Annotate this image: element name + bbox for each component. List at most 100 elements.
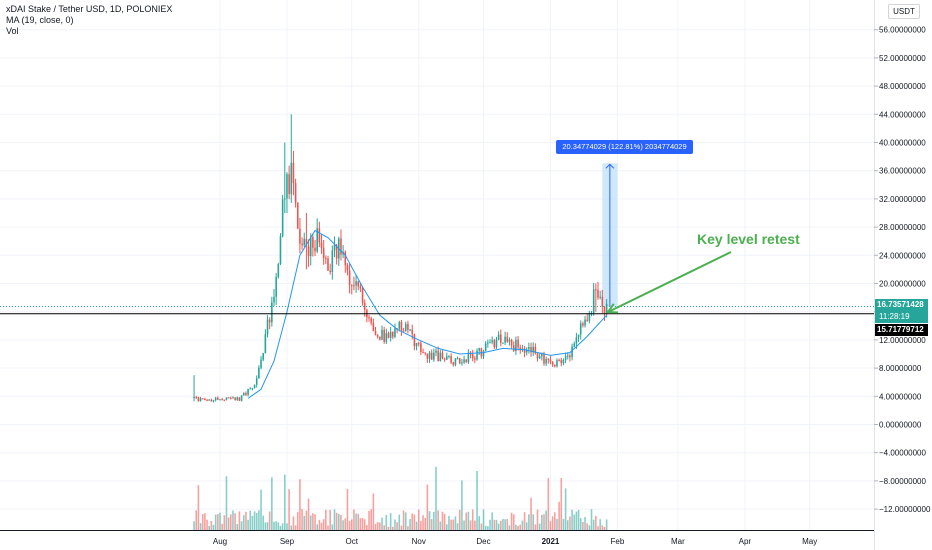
price-axis[interactable]: 56.00000000 52.00000000 48.00000000 44.0000… [874, 26, 931, 514]
time-tick-label: Apr [739, 537, 752, 546]
candle-body [197, 397, 200, 402]
candle-body [206, 400, 208, 402]
candle-body [381, 329, 383, 340]
candle-body [577, 334, 580, 338]
candle-body [249, 388, 252, 390]
candle-body [476, 350, 478, 360]
candle-body [232, 397, 234, 399]
candle-body [508, 339, 511, 342]
volume-bar [232, 510, 234, 530]
candle-body [556, 360, 558, 367]
volume-bar [446, 524, 448, 530]
volume-legend[interactable]: Vol [6, 26, 19, 36]
candle-body [407, 323, 409, 330]
volume-bar [547, 478, 550, 530]
volume-bar [286, 523, 288, 530]
candle-body [242, 392, 245, 396]
candle-body [275, 276, 277, 297]
ma-legend[interactable]: MA (19, close, 0) [6, 15, 74, 25]
volume-bar [482, 509, 485, 530]
volume-bar [245, 511, 247, 530]
volume-bar [294, 525, 297, 530]
volume-bar [292, 516, 295, 530]
volume-bar [452, 519, 455, 530]
volume-bar [497, 523, 500, 530]
volume-bar [258, 510, 260, 530]
candle-body [199, 398, 202, 402]
time-tick-label: 2021 [542, 537, 560, 546]
candle-body [210, 399, 213, 402]
candle-body [599, 296, 601, 298]
candle-body [450, 355, 452, 363]
candle-body [325, 257, 327, 259]
symbol-title[interactable]: xDAI Stake / Tether USD, 1D, POLONIEX [6, 4, 173, 14]
time-axis[interactable]: Aug Sep Oct Nov Dec 2021 Feb Mar Apr May [213, 537, 817, 546]
volume-bar [275, 521, 277, 530]
volume-bar [363, 519, 366, 530]
candle-body [227, 397, 230, 399]
candle-body [506, 336, 509, 342]
volume-bar [588, 525, 591, 530]
volume-bars [193, 466, 608, 530]
candle-body [368, 317, 370, 319]
volume-bar [320, 522, 323, 530]
candle-body [500, 334, 502, 343]
volume-bar [353, 509, 355, 530]
candle-body [353, 285, 355, 287]
volume-bar [469, 520, 472, 530]
volume-bar [474, 520, 476, 530]
candle-body [292, 162, 295, 184]
annotation-arrow[interactable] [607, 251, 732, 313]
currency-button[interactable]: USDT [888, 4, 920, 19]
volume-bar [385, 514, 388, 530]
volume-bar [210, 521, 213, 530]
candle-body [284, 198, 286, 200]
candle-body [491, 340, 493, 343]
volume-bar [379, 522, 381, 530]
time-tick-label: May [802, 537, 817, 546]
volume-bar [599, 519, 601, 530]
candle-body [489, 342, 491, 344]
volume-bar [523, 512, 526, 530]
candle-body [588, 313, 591, 321]
volume-bar [383, 525, 385, 530]
candle-body [331, 250, 334, 273]
candle-body [320, 242, 323, 249]
candle-body [322, 248, 325, 258]
candle-body [430, 352, 433, 360]
candle-body [549, 359, 552, 363]
candle-body [487, 342, 489, 344]
candle-body [441, 352, 444, 359]
candle-body [497, 334, 500, 340]
volume-bar [260, 489, 262, 530]
candle-body [528, 347, 530, 350]
volume-bar [396, 522, 398, 530]
price-tick-label: 20.00000000 [879, 280, 926, 289]
candle-body [510, 339, 513, 346]
candle-body [305, 238, 308, 247]
volume-bar [437, 510, 439, 530]
volume-bar [249, 510, 252, 530]
volume-bar [273, 521, 275, 530]
candle-body [458, 358, 461, 364]
measure-arrowhead [605, 163, 615, 169]
candle-body [571, 346, 573, 358]
candle-body [385, 333, 388, 342]
candle-body [348, 270, 351, 285]
volume-bar [392, 526, 394, 530]
candle-body [370, 318, 372, 323]
volume-bar [493, 519, 496, 530]
annotation-text[interactable]: Key level retest [697, 231, 800, 247]
level-price-tag: 15.71779712 [875, 324, 928, 336]
candle-body [402, 330, 405, 332]
time-tick-label: Oct [346, 537, 359, 546]
candle-body [484, 343, 487, 351]
candle-body [562, 359, 565, 364]
volume-bar [219, 512, 221, 530]
candle-body [225, 397, 228, 400]
volume-bar [517, 525, 519, 530]
measure-label[interactable]: 20.34774029 (122.81%) 2034774029 [556, 140, 693, 154]
candle-body [318, 228, 321, 243]
candle-body [288, 174, 290, 194]
